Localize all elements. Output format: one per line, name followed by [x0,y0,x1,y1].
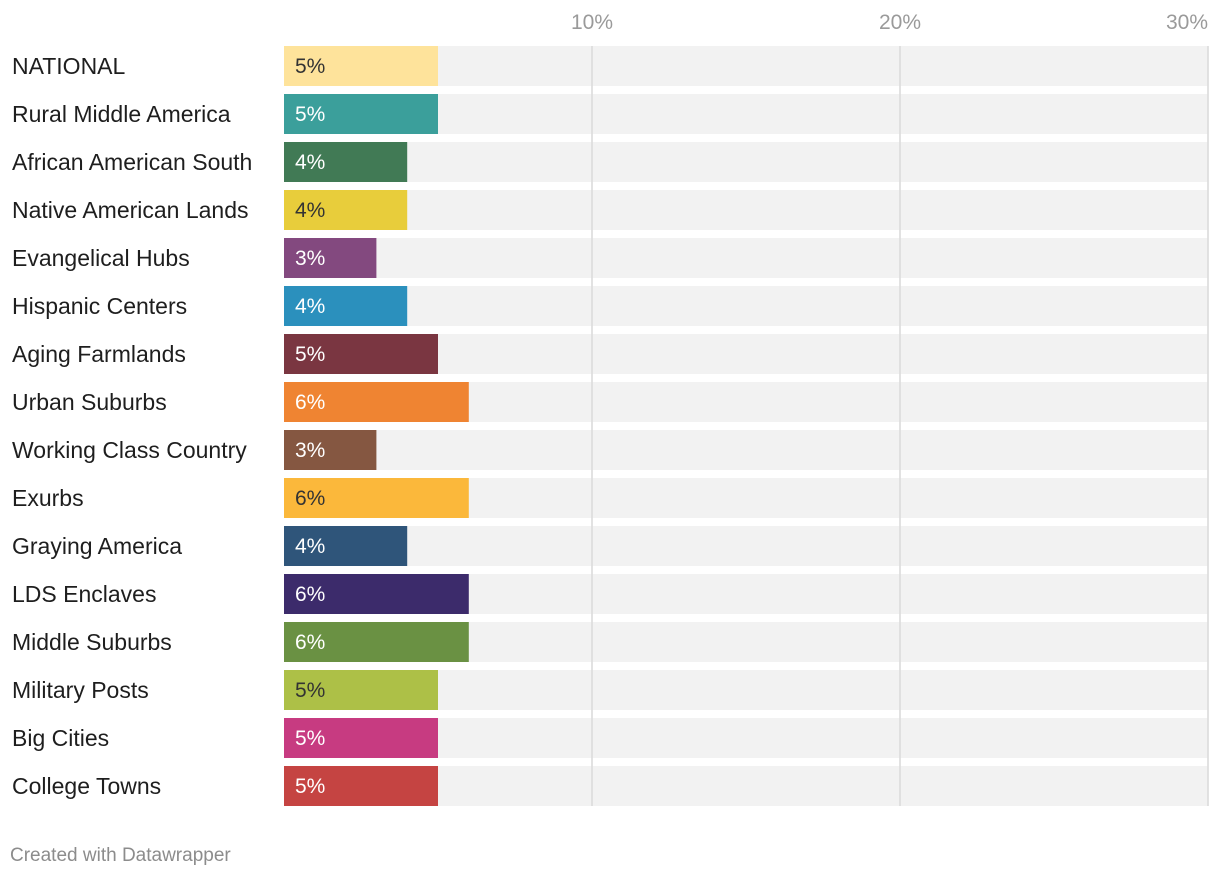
grid-layer [284,46,1209,806]
bar [284,622,469,662]
value-label: 3% [295,439,325,462]
value-label: 3% [295,247,325,270]
bar-track [284,190,1208,230]
category-label: Graying America [12,533,182,559]
value-label: 6% [295,583,325,606]
category-label: Working Class Country [12,437,247,463]
category-label: Rural Middle America [12,101,231,127]
axis-ticks: 10% 20% 30% [571,11,1208,34]
bar [284,526,408,566]
value-label: 4% [295,535,325,558]
bar-track [284,142,1208,182]
bar-row: Aging Farmlands 5% [12,334,438,374]
bar-row: Middle Suburbs 6% [12,622,469,662]
bar-track [284,286,1208,326]
category-label: Middle Suburbs [12,629,172,655]
category-label: Hispanic Centers [12,293,187,319]
x-tick-label: 10% [571,11,613,34]
value-label: 5% [295,775,325,798]
bar-track [284,238,1208,278]
bar [284,190,408,230]
bar [284,238,377,278]
category-label: Native American Lands [12,197,249,223]
value-label: 4% [295,295,325,318]
category-label: College Towns [12,773,161,799]
bar-row: Military Posts 5% [12,670,438,710]
datawrapper-credit: Created with Datawrapper [10,845,231,866]
category-label: Aging Farmlands [12,341,186,367]
category-label: Urban Suburbs [12,389,167,415]
value-label: 6% [295,391,325,414]
value-label: 4% [295,199,325,222]
bar [284,574,469,614]
bar [284,94,438,134]
bar [284,718,438,758]
bar-row: Big Cities 5% [12,718,438,758]
bar [284,478,469,518]
bar-row: Urban Suburbs 6% [12,382,469,422]
bar-row: Native American Lands 4% [12,190,408,230]
value-label: 5% [295,679,325,702]
value-label: 6% [295,631,325,654]
bar-row: Exurbs 6% [12,478,469,518]
bar-row: African American South 4% [12,142,408,182]
category-label: Big Cities [12,725,109,751]
bar-row: Hispanic Centers 4% [12,286,408,326]
value-label: 5% [295,103,325,126]
rows-layer: NATIONAL 5% Rural Middle America 5% African … [12,46,469,806]
value-label: 4% [295,151,325,174]
bar-track [284,430,1208,470]
bar-row: College Towns 5% [12,766,438,806]
x-tick-label: 20% [879,11,921,34]
value-label: 5% [295,343,325,366]
category-label: NATIONAL [12,53,126,79]
bar [284,766,438,806]
category-label: Evangelical Hubs [12,245,190,271]
bar-chart: NATIONAL 5% Rural Middle America 5% African … [12,11,1209,806]
bar-row: Rural Middle America 5% [12,94,438,134]
category-label: LDS Enclaves [12,581,156,607]
bar-track [284,526,1208,566]
bar-row: NATIONAL 5% [12,46,438,86]
category-label: African American South [12,149,252,175]
value-label: 5% [295,55,325,78]
x-tick-label: 30% [1166,11,1208,34]
bar [284,430,377,470]
value-label: 5% [295,727,325,750]
value-label: 6% [295,487,325,510]
bar [284,142,408,182]
category-label: Exurbs [12,485,84,511]
bar [284,670,438,710]
bar [284,286,408,326]
bar-row: Graying America 4% [12,526,408,566]
bar-row: Evangelical Hubs 3% [12,238,377,278]
bar-row: Working Class Country 3% [12,430,377,470]
bar [284,382,469,422]
bar [284,334,438,374]
bar [284,46,438,86]
category-label: Military Posts [12,677,149,703]
bar-row: LDS Enclaves 6% [12,574,469,614]
